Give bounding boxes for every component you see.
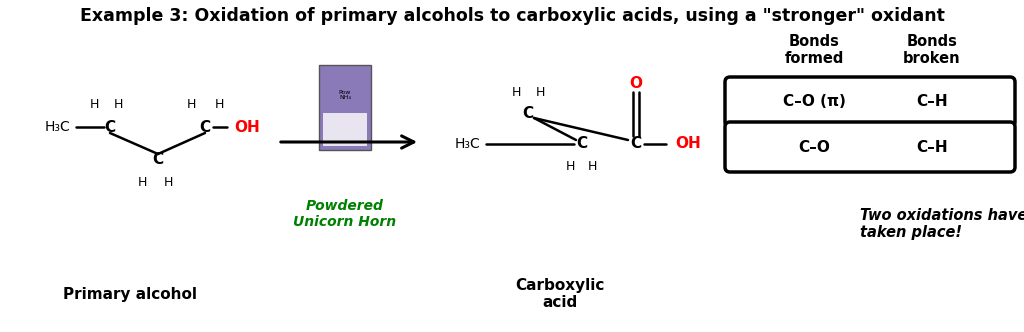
Text: OH: OH (234, 120, 260, 134)
Text: C: C (200, 120, 211, 134)
FancyBboxPatch shape (725, 122, 1015, 172)
Text: OH: OH (675, 136, 700, 151)
Text: C: C (153, 152, 164, 168)
Text: Two oxidations have
taken place!: Two oxidations have taken place! (860, 208, 1024, 240)
Text: C: C (631, 136, 642, 151)
Text: C–O (π): C–O (π) (782, 95, 846, 110)
Text: C: C (104, 120, 116, 134)
Text: H: H (89, 99, 98, 112)
FancyBboxPatch shape (323, 113, 367, 145)
Text: Pow
NH₄: Pow NH₄ (339, 90, 351, 100)
Text: H: H (163, 176, 173, 189)
Text: H: H (186, 99, 196, 112)
FancyBboxPatch shape (319, 64, 371, 149)
Text: C–O: C–O (798, 139, 829, 154)
Text: H: H (565, 159, 574, 173)
Text: Carboxylic
acid: Carboxylic acid (515, 278, 605, 310)
Text: Bonds
formed: Bonds formed (784, 34, 844, 66)
FancyBboxPatch shape (725, 77, 1015, 127)
Text: Example 3: Oxidation of primary alcohols to carboxylic acids, using a "stronger": Example 3: Oxidation of primary alcohols… (80, 7, 944, 25)
Text: C–H: C–H (915, 95, 947, 110)
Text: O: O (630, 76, 642, 92)
Text: Bonds
broken: Bonds broken (903, 34, 961, 66)
Text: H: H (114, 99, 123, 112)
Text: H₃C: H₃C (45, 120, 71, 134)
Text: C–H: C–H (915, 139, 947, 154)
Text: H: H (511, 86, 520, 99)
Text: C: C (522, 107, 534, 122)
Text: H: H (588, 159, 597, 173)
Text: H: H (536, 86, 545, 99)
Text: Primary alcohol: Primary alcohol (63, 287, 197, 301)
Text: H: H (137, 176, 146, 189)
Text: H: H (214, 99, 223, 112)
Text: Powdered
Unicorn Horn: Powdered Unicorn Horn (294, 199, 396, 229)
Text: C: C (577, 136, 588, 151)
Text: H₃C: H₃C (455, 137, 481, 151)
